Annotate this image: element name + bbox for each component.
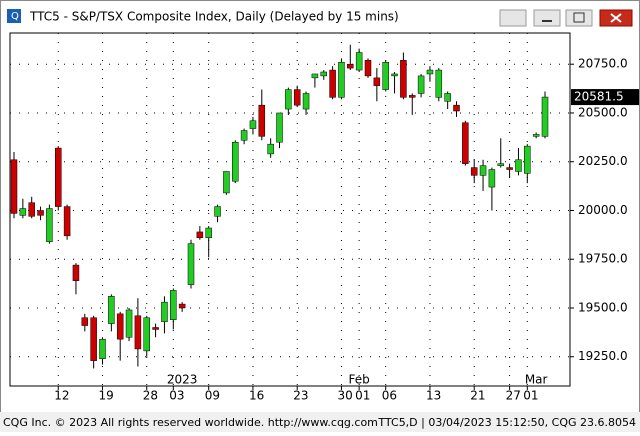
candle-body	[55, 147, 62, 207]
candle-body	[302, 93, 310, 110]
y-tick-label: 19250.0	[578, 349, 628, 363]
month-label: 2023	[167, 373, 198, 387]
candle-body	[524, 145, 531, 174]
candle-body	[170, 290, 177, 320]
window-title: TTC5 - S&P/TSX Composite Index, Daily (D…	[29, 10, 399, 24]
candle-body	[426, 69, 434, 75]
candle-body	[329, 69, 336, 98]
candle-body	[143, 317, 150, 352]
candle-body	[276, 112, 283, 143]
candle-body	[267, 143, 274, 155]
candle-body	[223, 171, 230, 194]
candle-body	[515, 159, 522, 172]
last-price-label: 20581.5	[574, 90, 624, 104]
candle-body	[320, 71, 327, 77]
x-tick-label: 12	[54, 389, 69, 403]
candle-body	[285, 89, 292, 110]
x-tick-label: 28	[143, 389, 158, 403]
x-tick-label: 16	[249, 389, 264, 403]
candle-body	[19, 208, 27, 216]
maximize-glyph	[573, 12, 585, 23]
candle-body	[409, 95, 416, 98]
candle-body	[108, 296, 115, 324]
x-tick-label: 23	[293, 389, 308, 403]
candle-body	[10, 159, 18, 214]
x-tick-label: 06	[382, 389, 397, 403]
x-tick-label: 03	[169, 389, 184, 403]
candle-body	[373, 77, 381, 86]
candle-body	[470, 167, 478, 176]
y-tick-label: 19500.0	[578, 300, 628, 314]
candle-body	[479, 165, 487, 176]
candle-body	[232, 141, 239, 182]
candle-body	[391, 73, 398, 77]
x-tick-label: 09	[205, 389, 220, 403]
candle-body	[311, 73, 319, 79]
minimize-button[interactable]	[533, 9, 561, 27]
candle-body	[364, 60, 372, 77]
candle-body	[400, 60, 407, 98]
candle-body	[249, 120, 257, 129]
candle-body	[347, 63, 354, 69]
candle-body	[46, 208, 53, 242]
candle-body	[435, 69, 443, 98]
y-tick-label: 19750.0	[578, 252, 628, 266]
candle-body	[338, 62, 345, 98]
candle-body	[28, 202, 35, 217]
candle-body	[355, 52, 363, 71]
candle-body	[90, 317, 97, 361]
app-icon	[7, 9, 21, 23]
candle-body	[506, 167, 513, 170]
candle-body	[293, 89, 301, 106]
candle-body	[214, 206, 221, 217]
pin-button[interactable]	[499, 9, 527, 27]
candle-body	[240, 130, 248, 141]
x-tick-label: 27	[506, 389, 521, 403]
candle-body	[178, 303, 186, 309]
candle-body	[488, 169, 496, 188]
app-icon-letter: Q	[11, 11, 19, 22]
candle-body	[187, 243, 195, 285]
x-tick-label: 21	[470, 389, 485, 403]
candle-body	[417, 75, 425, 94]
candle-body	[72, 264, 80, 281]
y-tick-label: 20500.0	[578, 105, 628, 119]
y-tick-label: 20750.0	[578, 57, 628, 71]
candle-body	[63, 206, 71, 237]
close-glyph	[610, 13, 622, 23]
candle-body	[134, 315, 142, 350]
month-label: Mar	[525, 373, 548, 387]
candle-body	[497, 163, 504, 166]
y-tick-label: 20250.0	[578, 154, 628, 168]
x-tick-label: 01	[523, 389, 538, 403]
candle-body	[382, 62, 389, 90]
candle-body	[541, 96, 549, 137]
candle-body	[125, 309, 133, 338]
status-bar	[0, 412, 640, 432]
month-label: Feb	[349, 373, 370, 387]
maximize-button[interactable]	[565, 9, 593, 27]
candle-body	[152, 327, 159, 330]
candle-body	[81, 317, 89, 326]
candle-body	[37, 210, 44, 216]
candle-body	[462, 122, 469, 164]
candle-body	[205, 227, 212, 239]
candle-body	[161, 301, 168, 322]
x-tick-label: 30	[337, 389, 352, 403]
status-left: CQG Inc. © 2023 All rights reserved worl…	[3, 416, 378, 429]
x-tick-label: 19	[99, 389, 114, 403]
candle-body	[116, 313, 124, 340]
candle-body	[99, 338, 106, 359]
x-tick-label: 13	[426, 389, 441, 403]
candle-body	[258, 104, 266, 137]
candle-body	[532, 134, 540, 137]
candle-body	[196, 231, 204, 239]
last-price-box	[571, 89, 639, 106]
y-tick-label: 20000.0	[578, 203, 628, 217]
x-tick-label: 01	[355, 389, 370, 403]
candle-body	[453, 104, 460, 112]
candle-body	[444, 93, 451, 102]
status-right: TTC5,D | 03/04/2023 15:12:50, CQG 23.6.8…	[377, 416, 636, 429]
